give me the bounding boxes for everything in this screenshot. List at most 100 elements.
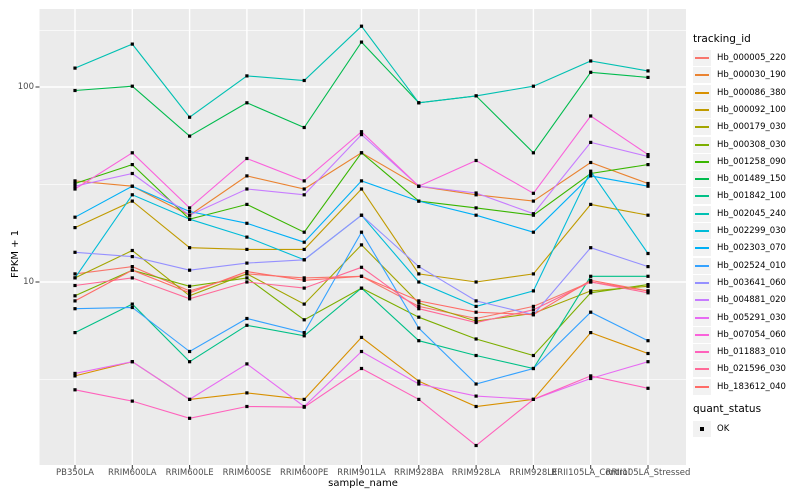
- data-point: [531, 212, 535, 216]
- data-point: [589, 114, 593, 118]
- data-point: [359, 24, 364, 28]
- data-point: [417, 101, 421, 105]
- data-point: [589, 310, 593, 314]
- data-point: [73, 283, 77, 288]
- data-point: [73, 250, 77, 254]
- legend-line-icon: [695, 333, 709, 336]
- data-point: [417, 307, 421, 311]
- legend-key-swatch: [693, 67, 711, 84]
- legend-key-swatch: [693, 309, 711, 326]
- legend-line-icon: [695, 57, 709, 59]
- data-point: [417, 280, 421, 284]
- data-point: [417, 272, 421, 276]
- y-axis-title: FPKM + 1: [10, 229, 21, 278]
- data-point: [188, 134, 192, 138]
- data-point: [646, 265, 650, 269]
- legend-key-swatch: [693, 101, 711, 118]
- data-point: [417, 315, 421, 319]
- data-point: [359, 243, 364, 247]
- data-point: [589, 169, 593, 173]
- data-point: [474, 404, 478, 409]
- data-point: [188, 297, 192, 301]
- data-point: [359, 151, 364, 155]
- data-point: [302, 397, 306, 401]
- data-point: [188, 349, 192, 354]
- x-tick-label: RRIM600LA: [107, 468, 157, 478]
- legend-key-swatch: [693, 205, 711, 222]
- data-point: [130, 184, 134, 188]
- data-point: [130, 276, 134, 280]
- data-point: [531, 191, 535, 195]
- data-point: [130, 248, 134, 253]
- data-point: [302, 286, 306, 290]
- data-point: [302, 278, 306, 282]
- data-point: [245, 156, 249, 161]
- legend-key-swatch: [693, 257, 711, 274]
- data-point: [589, 70, 593, 74]
- data-point: [359, 335, 364, 339]
- data-point: [589, 140, 593, 144]
- data-point: [359, 265, 364, 269]
- data-point: [73, 294, 77, 298]
- data-point: [474, 310, 478, 314]
- legend-line-icon: [695, 247, 709, 250]
- data-point: [646, 291, 650, 295]
- data-point: [474, 382, 478, 386]
- data-point: [646, 251, 650, 256]
- legend-key-swatch: [693, 119, 711, 136]
- data-point: [130, 360, 134, 364]
- legend-key-swatch: [693, 240, 711, 257]
- legend-label: Hb_000086_380: [717, 87, 786, 98]
- data-point: [245, 261, 249, 265]
- data-point: [474, 353, 478, 358]
- legend-label: Hb_003641_060: [717, 277, 786, 288]
- legend-label: OK: [717, 424, 730, 434]
- legend-line-icon: [695, 74, 709, 77]
- data-point: [359, 286, 364, 290]
- data-point: [531, 366, 535, 371]
- data-point: [646, 386, 650, 390]
- legend-line-icon: [695, 230, 709, 232]
- legend-key-swatch: [693, 50, 711, 66]
- data-point: [188, 268, 192, 272]
- data-point: [589, 278, 593, 282]
- data-point: [245, 101, 249, 105]
- data-point: [130, 399, 134, 403]
- data-point: [474, 193, 478, 197]
- data-point: [302, 318, 306, 322]
- legend-line-icon: [695, 351, 709, 354]
- legend: tracking_id Hb_000005_220 Hb_000030_190 Hb…: [693, 0, 800, 500]
- legend-line-icon: [695, 316, 709, 319]
- data-point: [417, 379, 421, 383]
- data-point: [73, 226, 77, 230]
- data-point: [359, 130, 364, 134]
- data-point: [359, 274, 364, 278]
- data-point: [73, 331, 77, 335]
- data-point: [188, 213, 192, 217]
- data-point: [589, 171, 593, 176]
- data-point: [302, 125, 306, 130]
- data-point: [73, 299, 77, 303]
- legend-label: Hb_183612_040: [717, 381, 786, 392]
- data-point: [531, 289, 535, 293]
- data-point: [130, 255, 134, 259]
- legend-line-icon: [695, 178, 709, 181]
- data-point: [302, 240, 306, 244]
- data-point: [646, 274, 650, 278]
- data-point: [474, 316, 478, 321]
- data-point: [302, 230, 306, 234]
- data-point: [531, 353, 535, 358]
- data-point: [589, 160, 593, 165]
- data-point: [474, 320, 478, 325]
- data-point: [531, 151, 535, 155]
- data-point: [589, 59, 593, 63]
- data-point: [531, 313, 535, 317]
- data-point: [359, 40, 364, 44]
- legend-label: Hb_000179_030: [717, 122, 786, 133]
- legend-key-swatch: [693, 378, 711, 395]
- data-point: [73, 307, 77, 311]
- legend-label: Hb_007054_060: [717, 329, 786, 340]
- legend-label: Hb_005291_030: [717, 312, 786, 323]
- data-point: [589, 274, 593, 278]
